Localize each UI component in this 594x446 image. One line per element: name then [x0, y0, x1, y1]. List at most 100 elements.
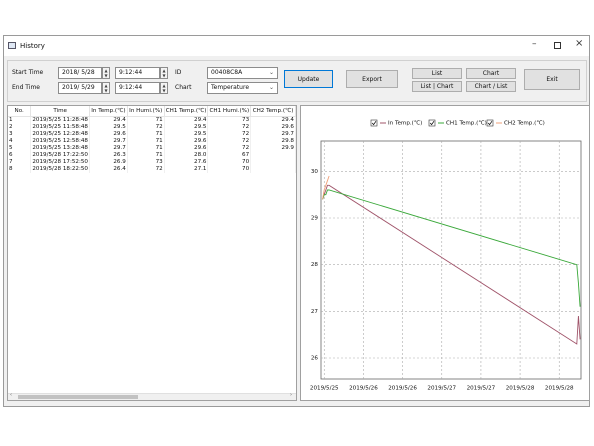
table-cell: 71 — [127, 131, 165, 138]
x-tick-label: 2019/5/26 — [349, 386, 378, 392]
table-cell — [250, 159, 296, 166]
chart-label: Chart — [175, 84, 192, 91]
table-cell: 29.6 — [164, 138, 209, 145]
table-row: 1 2019/5/25 11:28:48 29.4 71 29.4 73 29.4 — [8, 116, 296, 124]
table-cell: 72 — [207, 138, 252, 145]
y-tick-label: 30 — [311, 169, 319, 175]
column-header: CH1 Humi.(%) — [207, 106, 252, 117]
id-label: ID — [175, 69, 182, 76]
column-header: No. — [8, 106, 32, 117]
y-tick-label: 27 — [311, 309, 319, 315]
table-cell: 29.6 — [164, 145, 209, 152]
table-cell: 29.4 — [250, 116, 296, 124]
table-cell: 71 — [127, 152, 165, 159]
table-cell: 29.6 — [89, 131, 128, 138]
table-cell: 27.1 — [164, 166, 209, 173]
table-cell: 29.5 — [89, 124, 128, 131]
y-tick-label: 28 — [311, 262, 319, 268]
table-cell — [250, 166, 296, 173]
table-cell: 71 — [127, 116, 165, 124]
table-cell: 6 — [8, 152, 32, 159]
table-cell: 72 — [127, 124, 165, 131]
horizontal-scrollbar[interactable]: ‹ › — [8, 392, 296, 400]
table-cell: 2019/5/25 11:58:48 — [30, 124, 90, 131]
table-cell: 2019/5/28 17:52:50 — [30, 159, 90, 166]
app-icon — [8, 42, 16, 49]
update-button[interactable]: Update — [284, 70, 333, 88]
end-date-input[interactable]: 2019/ 5/29 — [58, 82, 102, 94]
end-clock-input[interactable]: 9:12:44 — [115, 82, 160, 94]
series-line — [322, 175, 330, 200]
table-cell: 29.8 — [250, 138, 296, 145]
chart-list-button[interactable]: Chart / List — [466, 81, 516, 92]
table-cell: 71 — [127, 145, 165, 152]
scrollbar-thumb[interactable] — [18, 395, 138, 399]
table-cell: 2019/5/28 18:22:50 — [30, 166, 90, 173]
table-row: 7 2019/5/28 17:52:50 26.9 73 27.6 70 — [8, 159, 296, 166]
table-cell: 28.0 — [164, 152, 209, 159]
exit-button[interactable]: Exit — [524, 69, 580, 90]
title-bar: History – × — [4, 36, 589, 56]
table-row: 8 2019/5/28 18:22:50 26.4 72 27.1 70 — [8, 166, 296, 173]
legend-checkbox[interactable] — [486, 119, 494, 127]
start-clock-spinner[interactable]: ▲ ▼ — [160, 67, 168, 79]
table-cell: 2 — [8, 124, 32, 131]
table-cell: 1 — [8, 116, 32, 124]
id-combo-arrow[interactable]: ⌄ — [269, 69, 275, 76]
start-clock-input[interactable]: 9:12:44 — [115, 67, 160, 79]
control-group — [7, 60, 587, 102]
minimize-button[interactable]: – — [532, 39, 537, 49]
window-title: History — [20, 42, 45, 50]
close-button[interactable]: × — [575, 38, 584, 49]
table-cell: 26.4 — [89, 166, 128, 173]
table-cell: 29.5 — [164, 131, 209, 138]
table-cell: 29.7 — [89, 145, 128, 152]
start-date-input[interactable]: 2018/ 5/28 — [58, 67, 102, 79]
legend-label: CH2 Temp.(℃) — [504, 120, 545, 127]
y-tick-label: 29 — [311, 216, 319, 222]
legend-checkbox[interactable] — [370, 119, 378, 127]
table-cell: 2019/5/25 12:58:48 — [30, 138, 90, 145]
end-date-spinner[interactable]: ▲ ▼ — [102, 82, 110, 94]
chart: 26 27 28 29 30 2019/5/25 2019/5/26 2019/5/26 201… — [310, 119, 582, 392]
legend-check — [371, 120, 377, 126]
table-row: 3 2019/5/25 12:28:48 29.6 71 29.5 72 29.7 — [8, 131, 296, 138]
list-chart-button[interactable]: List | Chart — [412, 81, 462, 92]
list-button[interactable]: List — [412, 68, 462, 79]
table-cell: 72 — [207, 124, 252, 131]
scroll-right-arrow[interactable]: › — [290, 392, 292, 398]
table-cell — [250, 152, 296, 159]
legend-checkbox[interactable] — [428, 119, 436, 127]
table-row: 5 2019/5/25 13:28:48 29.7 71 29.6 72 29.9 — [8, 145, 296, 152]
table-cell: 72 — [207, 145, 252, 152]
maximize-button[interactable] — [554, 42, 561, 49]
start-time-label: Start Time — [12, 69, 44, 76]
export-button[interactable]: Export — [346, 70, 398, 88]
x-tick-label: 2019/5/25 — [310, 386, 339, 392]
table-cell: 26.3 — [89, 152, 128, 159]
table-cell: 70 — [207, 166, 252, 173]
chart-combo[interactable]: Temperature — [207, 82, 278, 94]
id-combo[interactable]: 00408C8A — [207, 67, 278, 79]
series-line — [322, 189, 581, 307]
chart-button[interactable]: Chart — [466, 68, 516, 79]
legend-check — [487, 120, 493, 126]
table-cell: 29.7 — [250, 131, 296, 138]
start-date-spinner[interactable]: ▲ ▼ — [102, 67, 110, 79]
table-cell: 27.6 — [164, 159, 209, 166]
table-cell: 2019/5/25 13:28:48 — [30, 145, 90, 152]
chart-combo-arrow[interactable]: ⌄ — [269, 84, 275, 91]
end-clock-spinner[interactable]: ▲ ▼ — [160, 82, 168, 94]
scroll-left-arrow[interactable]: ‹ — [10, 392, 12, 398]
table-cell: 3 — [8, 131, 32, 138]
table-cell: 73 — [127, 159, 165, 166]
column-header: CH2 Temp.(℃) — [250, 106, 296, 117]
x-tick-label: 2019/5/28 — [545, 386, 574, 392]
table-row: 4 2019/5/25 12:58:48 29.7 71 29.6 72 29.8 — [8, 138, 296, 145]
series-line — [322, 184, 581, 345]
table-cell: 72 — [207, 131, 252, 138]
y-tick-label: 26 — [311, 356, 319, 362]
table-cell: 71 — [127, 138, 165, 145]
table-row: 6 2019/5/28 17:22:50 26.3 71 28.0 67 — [8, 152, 296, 159]
